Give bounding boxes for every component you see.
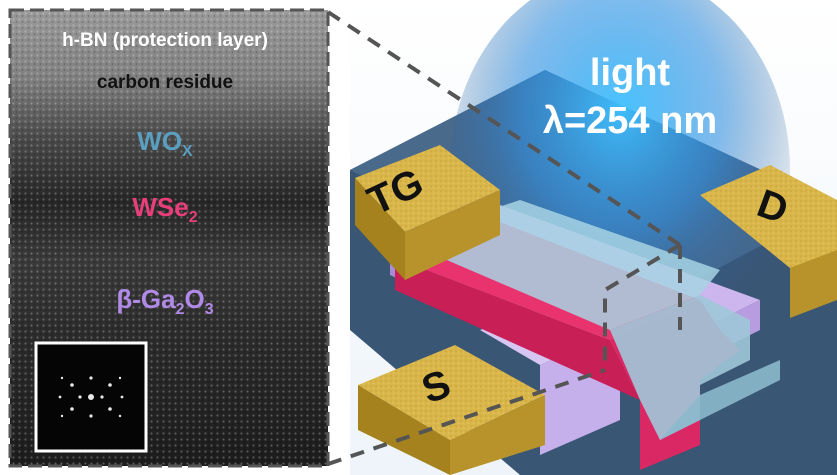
wavelength-label: λ=254 nm: [542, 100, 718, 142]
layer-label-ga2o3: β-Ga2O3: [116, 284, 214, 319]
layer-label-wox: WOX: [137, 126, 193, 161]
source-pad: [358, 345, 545, 475]
fft-inset: [34, 341, 148, 453]
top-gate-pad: [355, 145, 500, 280]
drain-pad: [700, 165, 837, 318]
layer-label-carbon: carbon residue: [96, 72, 234, 93]
layer-label-hbn: h-BN (protection layer): [62, 30, 268, 51]
light-label: light: [589, 52, 671, 94]
layer-label-wse2: WSe2: [132, 192, 198, 227]
zoom-lines: [326, 10, 682, 466]
